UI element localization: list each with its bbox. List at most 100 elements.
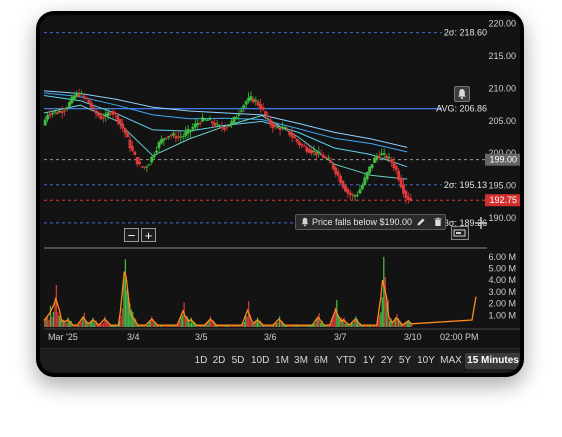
range-button-1y[interactable]: 1Y: [362, 355, 376, 366]
zoom-out-button[interactable]: −: [124, 228, 139, 242]
candle-body: [252, 98, 255, 103]
candle-body: [266, 115, 270, 117]
volume-bar: [334, 307, 336, 327]
volume-bar: [371, 325, 373, 327]
zoom-in-button[interactable]: +: [141, 228, 156, 242]
candle-body: [271, 123, 275, 128]
candle-body: [128, 139, 132, 149]
volume-bar: [162, 324, 165, 327]
candle-body: [358, 189, 362, 194]
volume-bar: [46, 315, 49, 327]
range-button-max[interactable]: MAX: [440, 355, 462, 366]
candle-body: [356, 194, 359, 196]
range-button-10d[interactable]: 10D: [251, 355, 270, 366]
candle-body: [208, 118, 212, 121]
volume-bar: [68, 321, 71, 327]
range-button-2y[interactable]: 2Y: [380, 355, 394, 366]
volume-bar: [315, 318, 317, 327]
candle-body: [167, 136, 171, 138]
volume-bar: [246, 316, 248, 327]
volume-bar: [115, 325, 118, 327]
volume-bar: [377, 320, 379, 327]
price-chart[interactable]: 220.00 215.00 210.00 205.00 200.00 195.00 190.…: [40, 15, 520, 349]
candle-body: [380, 153, 384, 156]
volume-bar: [51, 317, 53, 327]
volume-bar: [108, 324, 110, 327]
add-alert-button[interactable]: [454, 86, 470, 102]
range-button-6m[interactable]: 6M: [314, 355, 328, 366]
volume-bar: [330, 323, 332, 327]
volume-bar: [406, 320, 408, 327]
volume-bar: [394, 317, 397, 327]
candle-body: [65, 108, 69, 110]
volume-bar: [361, 325, 363, 327]
range-button-10y[interactable]: 10Y: [417, 355, 435, 366]
volume-bar: [231, 324, 234, 327]
range-button-1m[interactable]: 1M: [275, 355, 289, 366]
volume-bar: [380, 312, 382, 327]
volume-bar: [378, 314, 381, 327]
crosshair-plus-icon[interactable]: [474, 216, 488, 230]
candle-body: [397, 170, 401, 181]
candle-body: [218, 125, 221, 127]
price-alert[interactable]: Price falls below $190.00: [295, 214, 446, 230]
volume-bar: [408, 319, 410, 327]
range-button-5y[interactable]: 5Y: [398, 355, 412, 366]
trash-icon[interactable]: [433, 217, 443, 227]
volume-bar: [344, 323, 347, 327]
volume-bar: [71, 324, 74, 327]
volume-bar: [76, 325, 78, 327]
volume-bar: [280, 320, 282, 327]
volume-bar: [208, 319, 210, 327]
candle-body: [363, 177, 367, 185]
chart-screen: 220.00 215.00 210.00 205.00 200.00 195.00 190.…: [40, 15, 520, 373]
volume-bar: [145, 324, 147, 327]
range-button-2d[interactable]: 2D: [212, 355, 226, 366]
candle-body: [254, 100, 258, 102]
pencil-icon[interactable]: [416, 217, 426, 227]
volume-bar: [90, 320, 93, 327]
volume-axis-label: 5.00 M: [488, 264, 516, 274]
volume-bar: [168, 325, 171, 327]
candle-body: [201, 117, 204, 122]
volume-bar: [48, 319, 50, 327]
volume-bar: [198, 325, 200, 327]
range-button-3m[interactable]: 3M: [294, 355, 308, 366]
volume-bar: [293, 325, 295, 327]
volume-bar: [111, 325, 113, 327]
volume-bar: [221, 325, 223, 327]
volume-bar: [339, 319, 341, 327]
volume-bar: [347, 324, 350, 327]
range-button-1d[interactable]: 1D: [194, 355, 208, 366]
candle-body: [230, 121, 234, 125]
volume-bar: [255, 321, 257, 327]
volume-bar: [308, 325, 310, 327]
volume-bar: [331, 318, 334, 327]
volume-bar: [390, 318, 392, 327]
volume-bar: [85, 320, 87, 327]
volume-bar: [342, 319, 344, 327]
candle-body: [174, 135, 178, 139]
candle-body: [239, 110, 243, 112]
price-tag-button[interactable]: [451, 226, 469, 240]
volume-bar: [328, 325, 331, 327]
range-button-5d[interactable]: 5D: [231, 355, 245, 366]
candle-body: [215, 123, 219, 125]
minus-3sigma-label: 3σ: 189.26: [444, 218, 487, 228]
volume-bar: [375, 324, 378, 327]
range-button-15-minutes[interactable]: 15 Minutes: [465, 353, 520, 369]
volume-bar: [184, 316, 187, 327]
volume-bar: [107, 321, 109, 327]
volume-bar: [258, 321, 260, 327]
volume-bar: [384, 277, 386, 327]
volume-bar: [236, 325, 238, 327]
range-button-ytd[interactable]: YTD: [336, 355, 356, 366]
volume-bar: [239, 325, 241, 327]
candle-body: [126, 133, 129, 138]
volume-bar: [77, 324, 80, 327]
candle-body: [99, 115, 103, 120]
candle-body: [268, 119, 272, 125]
volume-bar: [142, 325, 144, 327]
candle-body: [298, 141, 301, 146]
volume-bar: [237, 325, 240, 327]
